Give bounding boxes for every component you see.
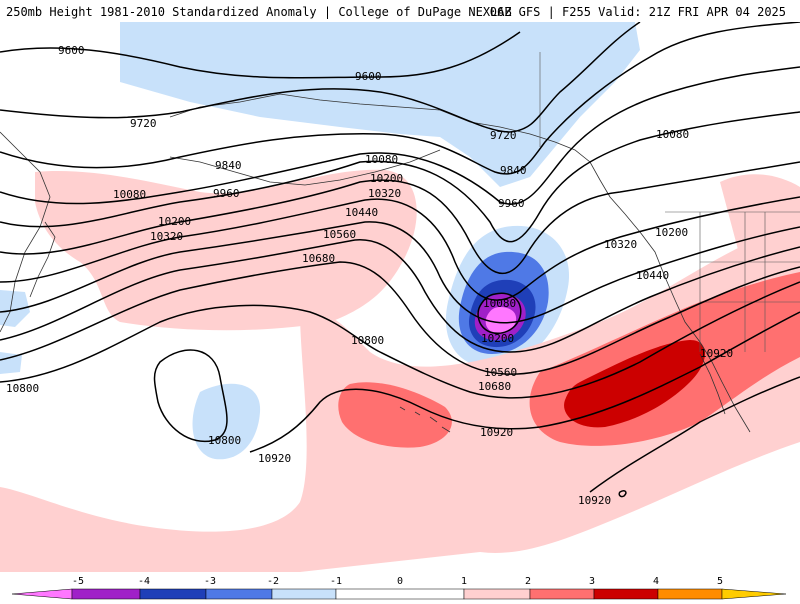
colorbar-swatch-pos5 — [721, 588, 787, 600]
contour-label: 10080 — [656, 128, 689, 141]
colorbar-swatches — [11, 588, 787, 600]
colorbar-tick-label: 1 — [461, 576, 467, 587]
colorbar-tick-label: -3 — [204, 576, 216, 587]
contour-label: 9840 — [500, 164, 527, 177]
contour-label: 9600 — [355, 70, 382, 83]
colorbar-swatch-pos1 — [463, 588, 531, 600]
contour-label: 10440 — [345, 206, 378, 219]
contour-label: 10680 — [478, 380, 511, 393]
contour-label: 10560 — [484, 366, 517, 379]
colorbar: -5 -4 -3 -2 -1 0 1 2 3 4 5 — [0, 572, 800, 600]
contour-label: 10080 — [483, 297, 516, 310]
contour-10440 — [0, 221, 800, 324]
contour-label: 10920 — [700, 347, 733, 360]
map-header: 250mb Height 1981-2010 Standardized Anom… — [0, 0, 800, 22]
contour-10800-north — [0, 281, 800, 399]
anomaly-map: 9600 9600 9720 9720 9840 9840 9960 9960 … — [0, 22, 800, 572]
negative-anomaly-asia-small — [0, 290, 30, 327]
negative-anomaly-asia-small-2 — [0, 352, 22, 374]
positive-anomaly-hawaii — [338, 382, 452, 448]
contour-label: 9720 — [130, 117, 157, 130]
contour-9960 — [0, 66, 800, 205]
contour-label: 10440 — [636, 269, 669, 282]
colorbar-tick-label: 3 — [589, 576, 595, 587]
contour-10080-outer — [0, 111, 800, 243]
low-center-contour-10080 — [477, 292, 522, 334]
map-title: 250mb Height 1981-2010 Standardized Anom… — [6, 5, 512, 19]
contour-10560 — [0, 239, 800, 353]
contour-10680 — [0, 261, 800, 375]
contour-9600 — [0, 31, 521, 79]
colorbar-swatch-pos3 — [593, 588, 659, 600]
contour-label: 10200 — [158, 215, 191, 228]
model-run-info: 06Z GFS | F255 Valid: 21Z FRI APR 04 202… — [489, 5, 786, 19]
colorbar-tick-labels: -5 -4 -3 -2 -1 0 1 2 3 4 5 — [72, 576, 723, 587]
japan-coastline — [29, 221, 56, 298]
aleutian-islands — [169, 149, 441, 186]
contour-label: 9960 — [498, 197, 525, 210]
map-canvas: 9600 9600 9720 9720 9840 9840 9960 9960 … — [0, 22, 800, 572]
contour-label: 9720 — [490, 129, 517, 142]
colorbar-tick-label: 0 — [397, 576, 403, 587]
colorbar-swatch-neg5 — [11, 588, 73, 600]
colorbar-tick-label: -5 — [72, 576, 84, 587]
contour-label: 10920 — [258, 452, 291, 465]
contour-label: 9600 — [58, 44, 85, 57]
colorbar-swatch-neg2 — [205, 588, 273, 600]
colorbar-swatch-neg1 — [271, 588, 337, 600]
height-contour-layer — [0, 22, 800, 498]
colorbar-tick-label: 2 — [525, 576, 531, 587]
contour-label: 10320 — [604, 238, 637, 251]
contour-label: 10200 — [655, 226, 688, 239]
colorbar-tick-label: -1 — [330, 576, 342, 587]
colorbar-tick-label: 5 — [717, 576, 723, 587]
colorbar-canvas: -5 -4 -3 -2 -1 0 1 2 3 4 5 — [11, 576, 787, 600]
contour-10920 — [249, 311, 800, 453]
negative-anomaly-alaska — [120, 22, 640, 187]
contour-label: 10800 — [351, 334, 384, 347]
colorbar-swatch-pos4 — [657, 588, 723, 600]
state-borders — [699, 212, 800, 352]
contour-label: 10200 — [370, 172, 403, 185]
contour-label: 10320 — [368, 187, 401, 200]
hawaii-islands — [399, 406, 451, 433]
contour-label: 10080 — [113, 188, 146, 201]
contour-label: 9960 — [213, 187, 240, 200]
contour-9840 — [0, 22, 800, 175]
contour-label: 10320 — [150, 230, 183, 243]
contour-9720 — [0, 22, 641, 133]
contour-10920-south — [589, 376, 800, 493]
colorbar-swatch-neg4 — [71, 588, 141, 600]
colorbar-swatch-neg3 — [139, 588, 207, 600]
contour-label: 10560 — [323, 228, 356, 241]
contour-label-layer: 9600 9600 9720 9720 9840 9840 9960 9960 … — [6, 44, 733, 507]
positive-anomaly-core — [564, 340, 705, 428]
contour-label: 10200 — [481, 332, 514, 345]
contour-label: 9840 — [215, 159, 242, 172]
contour-label: 10920 — [480, 426, 513, 439]
contour-10920-loop — [618, 490, 627, 498]
contour-label: 10800 — [208, 434, 241, 447]
contour-label: 10680 — [302, 252, 335, 265]
contour-label: 10920 — [578, 494, 611, 507]
contour-10200 — [0, 161, 800, 275]
contour-label: 10800 — [6, 382, 39, 395]
colorbar-swatch-pos2 — [529, 588, 595, 600]
colorbar-swatch-zero — [335, 588, 465, 600]
colorbar-tick-label: -2 — [267, 576, 279, 587]
positive-anomaly-west-us — [720, 174, 800, 257]
north-america-coastline — [624, 213, 751, 433]
contour-10800-south — [153, 349, 228, 443]
contour-label: 10080 — [365, 153, 398, 166]
colorbar-tick-label: -4 — [138, 576, 150, 587]
border-layer — [539, 52, 800, 352]
negative-anomaly-low-5 — [485, 307, 517, 334]
contour-10320 — [0, 196, 800, 301]
colorbar-tick-label: 4 — [653, 576, 659, 587]
